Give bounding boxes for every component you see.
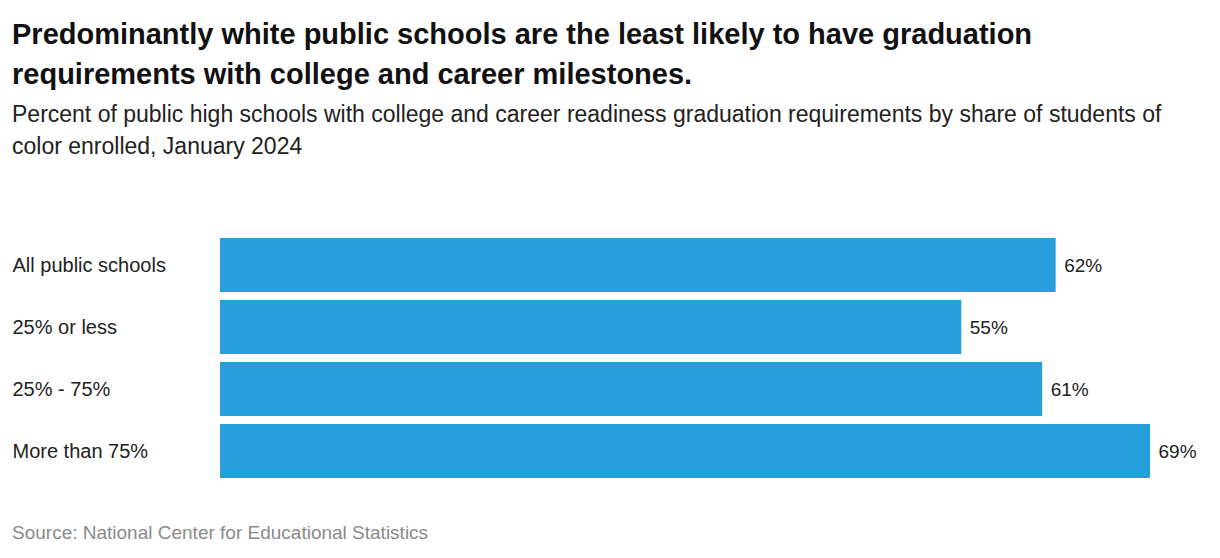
html-text:Predominantly white public sch: Predominantly white public schools are t… [12,18,1033,90]
svg-text:25% or less: 25% or less [13,316,118,338]
svg-text:61%: 61% [1051,379,1089,400]
svg-text:55%: 55% [970,317,1008,338]
svg-text:62%: 62% [1064,255,1102,276]
svg-text:25% - 75%: 25% - 75% [13,378,111,400]
html-text:Source: National Center for Ed: Source: National Center for Educational … [12,522,429,543]
svg-text:All public schools: All public schools [13,254,166,276]
svg-text:More than 75%: More than 75% [13,440,149,462]
svg-text:69%: 69% [1159,441,1197,462]
html-text:Percent of public high schools: Percent of public high schools with coll… [12,101,1162,159]
